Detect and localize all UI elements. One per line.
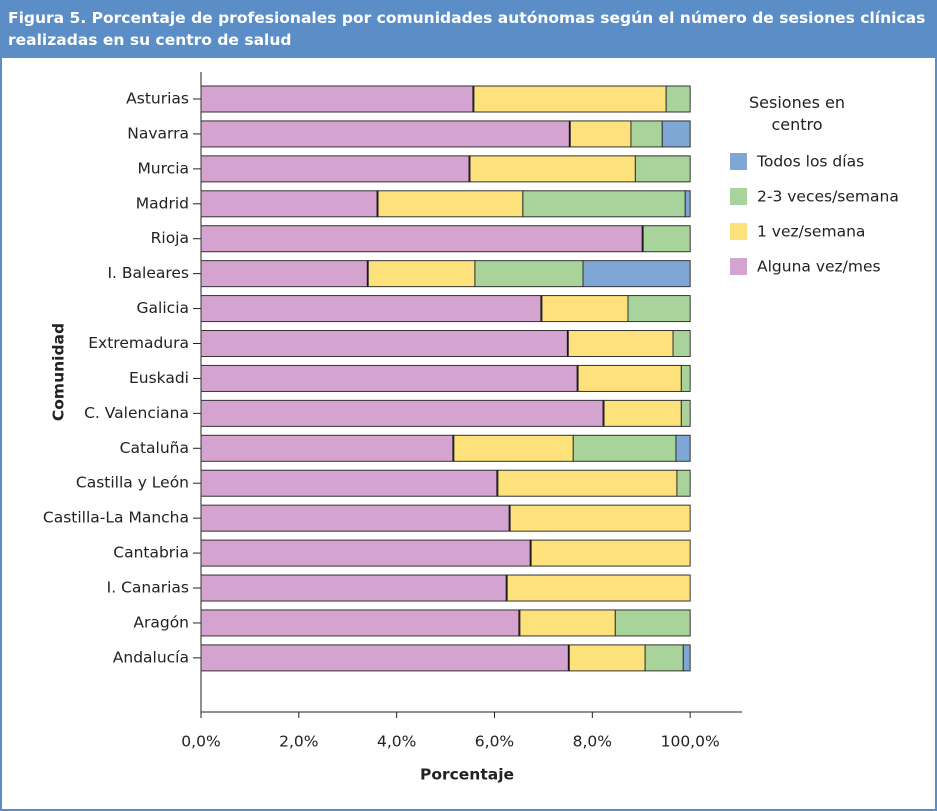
x-tick-label: 2,0% xyxy=(279,733,318,751)
bar-segment xyxy=(684,190,691,218)
y-tick-label: I. Baleares xyxy=(107,264,189,282)
bar-segment xyxy=(200,225,644,253)
y-axis-label: Comunidad xyxy=(50,323,68,421)
bar-segment xyxy=(568,644,646,672)
bar-segment xyxy=(200,85,475,113)
y-tick-label: Castilla-La Mancha xyxy=(43,509,189,527)
bar-segment xyxy=(665,85,691,113)
y-tick-label: Extremadura xyxy=(88,334,189,352)
bar-segment xyxy=(509,504,691,532)
legend-label: 1 vez/semana xyxy=(757,223,865,241)
bar-segment xyxy=(676,469,691,497)
y-tick-label: Murcia xyxy=(137,159,189,177)
bar-segment xyxy=(200,399,605,427)
bar-segment xyxy=(582,260,691,288)
legend-title: Sesiones en centro xyxy=(749,93,845,134)
bar-segment xyxy=(377,190,524,218)
bar-segment xyxy=(627,295,691,323)
bar-segment xyxy=(497,469,678,497)
bar-segment xyxy=(200,155,471,183)
bar-segment xyxy=(630,120,663,148)
y-tick-label: Cantabria xyxy=(113,544,189,562)
x-tick-label: 100,0% xyxy=(661,733,720,751)
bar-segment xyxy=(567,330,674,358)
bar-segment xyxy=(469,155,636,183)
bar-segment xyxy=(519,609,616,637)
bar-segment xyxy=(672,330,691,358)
bar-segment xyxy=(200,295,543,323)
bar-segment xyxy=(200,190,379,218)
bar-segment xyxy=(603,399,682,427)
x-tick-label: 0,0% xyxy=(181,733,220,751)
y-tick-label: I. Canarias xyxy=(107,579,189,597)
y-tick-label: C. Valenciana xyxy=(84,404,189,422)
legend-swatch xyxy=(730,153,747,170)
y-tick-label: Aragón xyxy=(133,613,189,631)
y-tick-label: Madrid xyxy=(136,194,189,212)
bar-segment xyxy=(661,120,691,148)
bar-segment xyxy=(200,469,499,497)
legend-label: Alguna vez/mes xyxy=(757,258,881,276)
y-tick-label: Andalucía xyxy=(113,648,189,666)
bar-segment xyxy=(642,225,691,253)
y-tick-label: Castilla y León xyxy=(76,474,189,492)
x-tick-label: 4,0% xyxy=(377,733,416,751)
bar-segment xyxy=(200,330,569,358)
bar-segment xyxy=(577,364,682,392)
y-tick-label: Euskadi xyxy=(129,369,189,387)
bar-segment xyxy=(200,644,570,672)
bar-segment xyxy=(453,434,574,462)
bar-segment xyxy=(541,295,629,323)
bar-segment xyxy=(680,399,691,427)
bar-segment xyxy=(682,644,691,672)
bar-segment xyxy=(200,364,579,392)
legend-swatch xyxy=(730,258,747,275)
x-axis-label: Porcentaje xyxy=(420,766,514,784)
bar-segment xyxy=(200,434,455,462)
y-tick-label: Galicia xyxy=(137,299,189,317)
bar-segment xyxy=(680,364,691,392)
bar-segment xyxy=(530,539,691,567)
figure-title: Figura 5. Porcentaje de profesionales po… xyxy=(2,2,935,58)
y-tick-label: Navarra xyxy=(127,124,189,142)
bar-segment xyxy=(614,609,691,637)
bar-segment xyxy=(569,120,632,148)
bar-segment xyxy=(675,434,691,462)
bar-segment xyxy=(200,260,369,288)
legend-label: Todos los días xyxy=(756,153,864,171)
bar-segment xyxy=(473,85,667,113)
bar-segment xyxy=(200,120,571,148)
bar-segment xyxy=(200,574,508,602)
bar-segment xyxy=(367,260,476,288)
bar-segment xyxy=(644,644,684,672)
x-tick-label: 6,0% xyxy=(475,733,514,751)
y-tick-label: Rioja xyxy=(151,229,189,247)
x-tick-label: 8,0% xyxy=(573,733,612,751)
y-tick-label: Cataluña xyxy=(120,439,189,457)
bar-segment xyxy=(200,609,521,637)
bar-segment xyxy=(572,434,677,462)
bar-segment xyxy=(200,504,511,532)
legend-swatch xyxy=(730,188,747,205)
bar-segment xyxy=(506,574,691,602)
bar-segment xyxy=(474,260,584,288)
y-tick-label: Asturias xyxy=(126,90,189,108)
legend-label: 2-3 veces/semana xyxy=(757,188,899,206)
legend-swatch xyxy=(730,223,747,240)
bar-segment xyxy=(634,155,691,183)
bar-segment xyxy=(200,539,532,567)
bar-segment xyxy=(522,190,686,218)
